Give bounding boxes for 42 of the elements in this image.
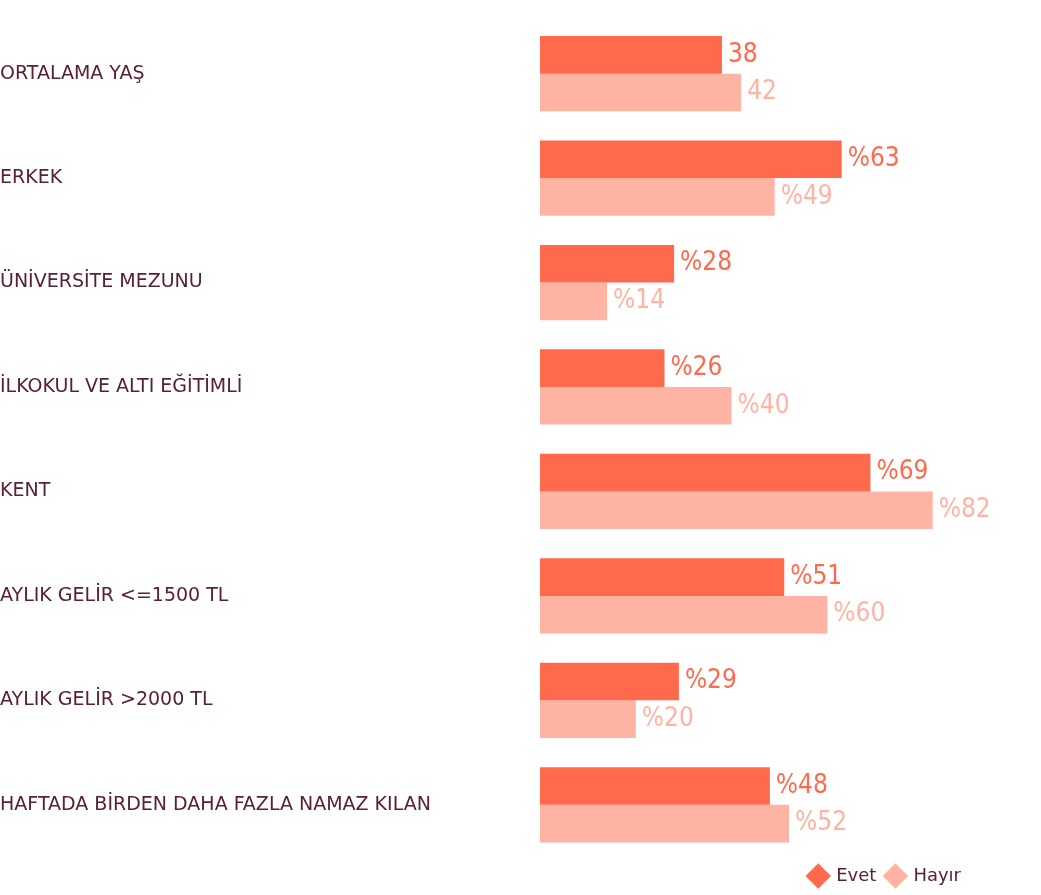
y-tick-label: İLKOKUL VE ALTI EĞİTİMLİ <box>0 372 243 396</box>
bar <box>540 595 828 634</box>
y-tick-label: KENT <box>0 478 51 501</box>
y-tick-label: HAFTADA BİRDEN DAHA FAZLA NAMAZ KILAN <box>0 791 431 814</box>
data-label: %49 <box>780 179 833 210</box>
bar <box>540 36 722 74</box>
bar <box>540 804 790 843</box>
data-label: %14 <box>613 284 666 315</box>
bar <box>540 453 871 492</box>
data-label: 38 <box>727 37 758 68</box>
legend-label: Evet <box>836 863 877 885</box>
data-label: %52 <box>795 806 848 837</box>
data-label: %51 <box>790 559 843 590</box>
bar <box>540 662 679 701</box>
data-label: %82 <box>938 492 991 523</box>
data-label: 42 <box>747 75 777 106</box>
y-tick-label: AYLIK GELİR <=1500 TL <box>0 582 229 605</box>
legend-label: Hayır <box>913 863 962 885</box>
bar <box>540 491 933 530</box>
bar <box>540 700 636 738</box>
y-tick-label: AYLIK GELİR >2000 TL <box>0 687 213 710</box>
y-tick-label: ÜNİVERSİTE MEZUNU <box>0 269 203 292</box>
bar <box>540 349 665 387</box>
bar <box>540 558 785 596</box>
data-label: %28 <box>680 246 733 277</box>
bar <box>540 767 770 805</box>
data-label: %26 <box>670 350 723 381</box>
data-label: %20 <box>641 701 694 732</box>
data-label: %48 <box>775 768 828 799</box>
data-label: %60 <box>833 597 886 628</box>
y-tick-label: ERKEK <box>0 165 63 188</box>
data-label: %40 <box>737 388 790 419</box>
bar <box>540 386 732 425</box>
data-label: %69 <box>876 455 929 486</box>
bar <box>540 73 742 112</box>
bar <box>540 178 775 216</box>
bar <box>540 140 842 179</box>
y-tick-label: ORTALAMA YAŞ <box>0 60 145 83</box>
data-label: %63 <box>847 142 900 173</box>
data-label: %29 <box>684 664 737 695</box>
bar <box>540 282 608 321</box>
bar <box>540 244 675 283</box>
